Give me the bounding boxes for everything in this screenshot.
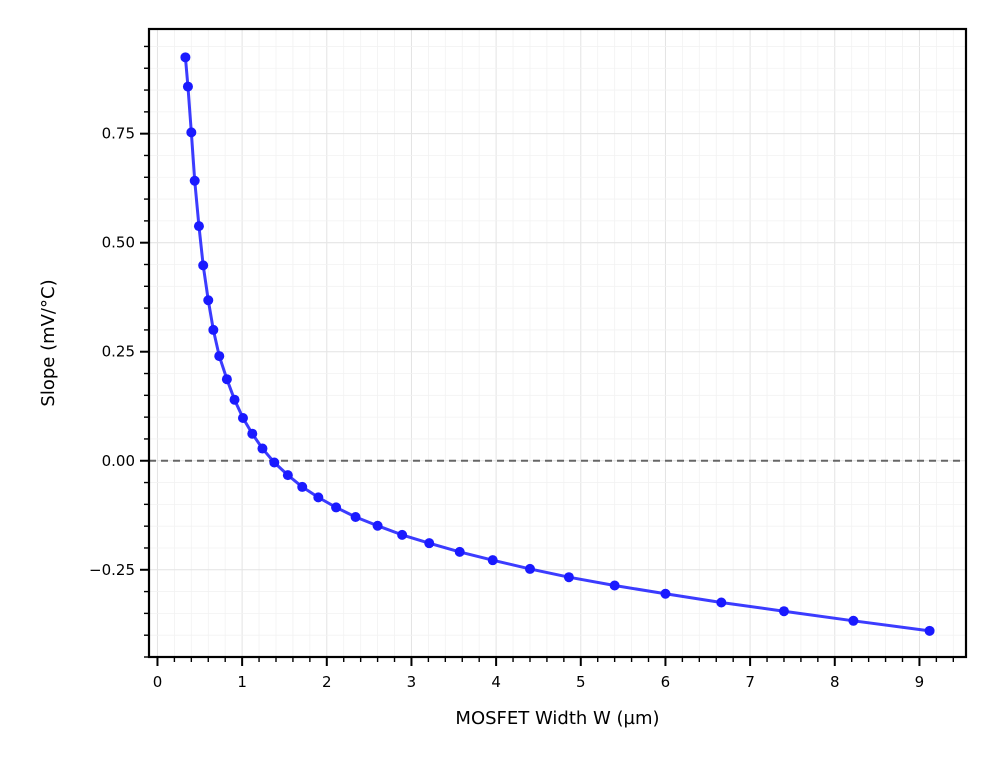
y-tick-label: −0.25: [89, 561, 135, 579]
data-point: [198, 260, 209, 271]
data-point: [848, 615, 859, 626]
plot-frame: [147, 27, 968, 659]
data-point: [221, 374, 232, 385]
data-point: [229, 394, 240, 405]
x-tick-label: 7: [745, 673, 755, 691]
data-point: [524, 563, 535, 574]
x-tick-label: 3: [407, 673, 417, 691]
data-point: [424, 538, 435, 549]
data-point: [331, 502, 342, 513]
data-point: [214, 351, 225, 362]
data-point: [397, 529, 408, 540]
data-point: [208, 324, 219, 335]
data-point: [924, 625, 935, 636]
data-point: [563, 572, 574, 583]
y-tick-label: 0.00: [102, 452, 135, 470]
data-point: [257, 443, 268, 454]
data-point: [180, 52, 191, 63]
grid: [149, 29, 966, 658]
data-point: [350, 512, 361, 523]
data-point: [454, 546, 465, 557]
data-point: [237, 413, 248, 424]
x-tick-label: 9: [915, 673, 925, 691]
y-tick-label: 0.75: [102, 125, 135, 143]
x-tick-label: 6: [661, 673, 671, 691]
y-axis-ticks: −0.25 0.00 0.25 0.50 0.75: [89, 45, 149, 658]
y-tick-label: 0.50: [102, 234, 135, 252]
data-point: [269, 457, 280, 468]
y-axis-label: Slope (mV/°C): [38, 279, 59, 406]
x-tick-label: 1: [237, 673, 247, 691]
data-point: [487, 555, 498, 566]
data-point: [282, 470, 293, 481]
x-tick-label: 0: [153, 673, 163, 691]
series: [180, 52, 935, 636]
data-point: [203, 295, 214, 306]
x-tick-label: 2: [322, 673, 332, 691]
x-tick-label: 5: [576, 673, 586, 691]
data-point: [182, 81, 193, 92]
x-tick-label: 8: [830, 673, 840, 691]
data-point: [313, 492, 324, 503]
data-point: [247, 428, 258, 439]
data-point: [778, 606, 789, 617]
data-point: [609, 580, 620, 591]
data-point: [193, 221, 204, 232]
x-axis-label: MOSFET Width W (µm): [455, 708, 659, 729]
x-tick-label: 4: [491, 673, 501, 691]
data-point: [660, 588, 671, 599]
data-point: [716, 597, 727, 608]
data-point: [186, 127, 197, 138]
data-point: [189, 175, 200, 186]
data-point: [297, 481, 308, 492]
data-point: [372, 520, 383, 531]
y-tick-label: 0.25: [102, 343, 135, 361]
x-axis-ticks: 0 1 2 3 4 5 6 7 8 9: [153, 657, 955, 691]
